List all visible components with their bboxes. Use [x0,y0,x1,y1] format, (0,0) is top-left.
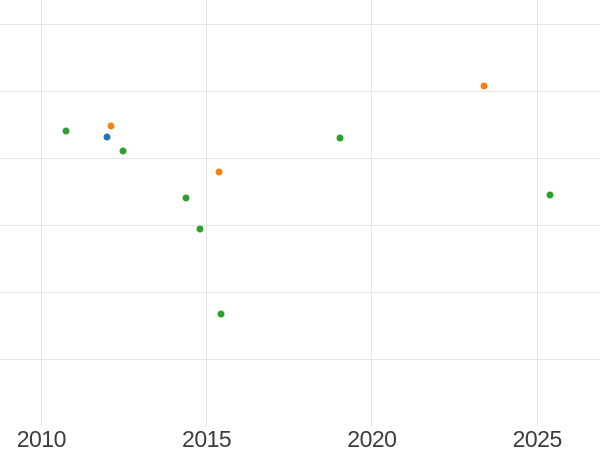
gridline-horizontal [0,157,600,159]
gridline-horizontal [0,291,600,293]
series-orange-point [215,168,222,176]
series-green-point [336,134,344,142]
gridline-horizontal [0,358,600,360]
gridline-vertical [206,0,208,426]
gridline-horizontal [0,224,600,226]
gridline-vertical [536,0,538,426]
series-green-point [546,191,554,199]
x-tick-label-2015: 2015 [182,426,232,450]
gridline-vertical [40,0,42,426]
plot-area [0,0,600,426]
x-tick-label-2010: 2010 [16,426,67,450]
series-green-point [217,310,225,318]
gridline-horizontal [0,90,600,92]
series-blue-point [103,133,111,141]
gridline-horizontal [0,23,600,25]
series-orange-point [480,82,488,90]
series-green-point [62,127,70,135]
x-axis: 2010 2015 2020 2025 [0,426,600,450]
series-green-point [196,225,204,233]
series-green-point [182,194,190,202]
x-tick-label-2020: 2020 [347,426,397,450]
gridline-vertical [371,0,373,426]
series-green-point [119,147,127,155]
x-tick-label-2025: 2025 [512,426,563,450]
series-orange-point [107,122,115,130]
